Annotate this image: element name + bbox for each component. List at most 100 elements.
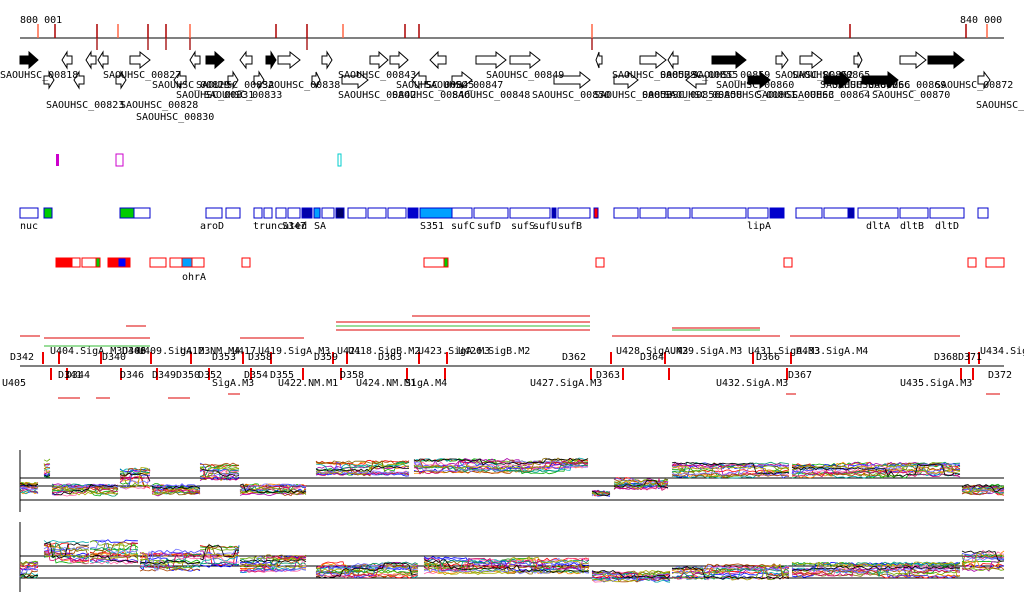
expression-trace [591,492,611,495]
expression-trace [151,487,201,495]
gene-label-layer: SAOUHSC_00818 SAOUHSC_00827SAOUHSC_00829S… [0,70,1024,123]
transcript-label-lower: U422.NM.M1 [278,378,338,389]
transcript-label-lower: SigA.M3 [212,378,254,389]
transcript-label-upper: U433.SigA.M4 [796,346,868,357]
gene-label: SAOUHSC_00842 [338,90,416,101]
feature-box [593,207,599,219]
feature-box [253,207,263,219]
expression-trace [671,464,790,478]
promoter-marker [332,352,334,364]
gene-label: SAOUHSC_00828 [120,100,198,111]
gene-arrow [685,70,707,90]
gene-label: SAOUHSC_00858 [664,90,742,101]
region-box [117,257,127,268]
gene-label: SAOUHSC_00830 [136,112,214,123]
gene-arrow [341,70,369,90]
feature-box [119,207,135,219]
feature-box [347,207,367,219]
gene-label: SAOUHSC_00867 [820,80,898,91]
transcript-label-mid: D359 [314,352,338,363]
expression-trace [51,485,119,495]
feature-label: sufU [533,221,557,232]
gene-arrow [115,70,127,90]
region-box [423,257,445,268]
gene-label: SAOUHSC_00862 [775,70,853,81]
gene-label: SAOUHSC_00847 [425,80,503,91]
expression-trace [89,539,139,554]
gene-label: SAOUHSC_00831 [176,90,254,101]
expression-trace [119,476,151,480]
expression-trace [239,557,307,561]
feature-box [929,207,965,219]
gene-arrow [19,50,39,70]
transcript-track: U404.SigA.M3 U406U409.SigA.M3U412.NM.M4U4… [2,315,1024,399]
expression-trace [961,562,1005,567]
transcript-label-lower: U432.SigA.M3 [716,378,788,389]
expression-trace [239,556,307,571]
gene-label: SAOUHSC_00864 [792,90,870,101]
expression-trace [671,463,790,468]
expression-trace [19,486,39,489]
feature-box [321,207,335,219]
expression-trace [613,479,669,489]
transcript-label-upper: U404.SigA.M3 [50,346,122,357]
region-box [107,257,119,268]
gene-arrow [977,70,991,90]
expression-trace [51,484,119,489]
gene-label: SAOUHSC_00848 [452,90,530,101]
feature-box [613,207,639,219]
feature-box [419,207,453,219]
expression-trace [791,461,961,478]
transcript-label-lower: U405 [2,378,26,389]
feature-label: S351 [420,221,444,232]
expression-trace [19,563,39,571]
expression-trace [239,555,307,573]
expression-trace [43,474,51,477]
promoter-marker [42,352,44,364]
expression-trace [51,484,119,496]
feature-label: dltB [900,221,924,232]
expression-panel-top [19,450,1005,512]
expression-trace [791,470,961,478]
expression-trace [591,571,671,582]
expression-trace [315,465,410,473]
gene-arrow [253,70,265,90]
transcript-label-mid: D342 [10,352,34,363]
expression-trace [89,539,139,543]
promoter-marker [156,368,158,380]
promoter-marker [50,368,52,380]
promoter-marker [610,352,612,364]
region-box [967,257,977,268]
gene-arrow [451,70,473,90]
expression-trace [199,545,240,568]
expression-trace [672,566,790,579]
expression-trace [139,560,201,565]
ruler-ticks [37,24,988,50]
feature-label: truncated [253,221,307,232]
expression-trace [791,562,961,577]
expression-trace [791,462,961,475]
expression-trace [791,569,961,575]
feature-label: nuc [20,221,38,232]
expression-trace [90,554,139,563]
expression-trace [19,486,39,494]
region-track [55,257,1005,268]
expression-trace [315,562,419,576]
region-box [241,257,251,268]
expression-trace [120,471,151,487]
gene-label: SAOUHSC_00843 [338,70,416,81]
gene-track [19,50,991,90]
expression-trace [315,463,410,475]
expression-trace [315,460,410,477]
gene-arrow [613,70,639,90]
expression-trace [119,469,151,490]
expression-trace [672,566,790,580]
expression-trace [139,567,201,572]
feature-box [473,207,509,219]
gene-label: SAOUHSC_00833 [204,90,282,101]
gene-label: SAOUHSC_00852 [612,70,690,81]
expression-trace [591,491,611,497]
expression-trace [43,542,90,560]
expression-trace [199,468,240,477]
expression-trace [43,545,90,563]
